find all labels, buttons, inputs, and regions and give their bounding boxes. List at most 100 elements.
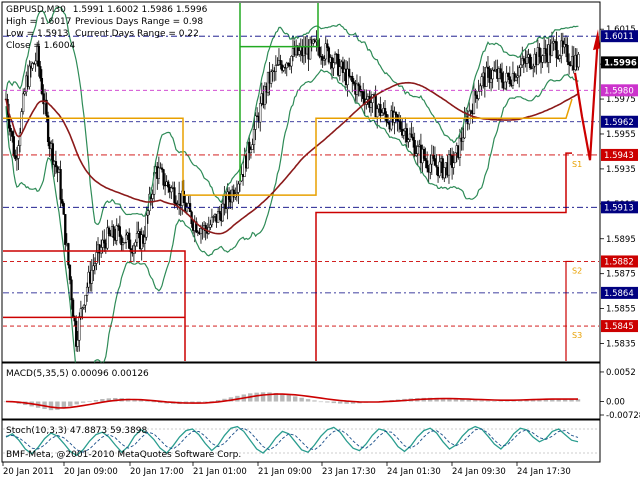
price-level-box [601, 115, 638, 128]
projection-arrow [573, 36, 600, 161]
macd-hist-bar [434, 397, 439, 402]
candle-body [410, 133, 413, 138]
candle-body [120, 236, 123, 246]
candle-body [232, 189, 235, 198]
candle-body [118, 226, 122, 237]
time-tick-label: 23 Jan 17:30 [322, 467, 376, 477]
candle-body [93, 263, 97, 267]
candle-body [461, 137, 465, 142]
copyright-text: BMF-Meta, @2001-2010 MetaQuotes Software… [6, 450, 241, 460]
candle-body [452, 162, 455, 168]
candle-body [212, 216, 215, 218]
candle-body [369, 102, 373, 108]
candle-body [532, 65, 535, 69]
time-tick-label: 20 Jan 2011 [3, 467, 54, 477]
candle-body [486, 66, 490, 69]
info-line-2-left: Low = 1.5913 [6, 29, 68, 39]
macd-panel [1, 362, 601, 420]
candle-body [121, 242, 125, 246]
candle-body [402, 130, 405, 136]
candle-body [528, 54, 532, 69]
price-level-label: 1.5882 [604, 257, 634, 267]
candle-body [357, 83, 360, 87]
macd-hist-bar [318, 401, 324, 403]
candle-body [522, 58, 525, 62]
macd-hist-bar [48, 401, 54, 411]
info-line-2-right: Current Days Range = 0.22 [75, 29, 199, 39]
candle-body [479, 85, 482, 92]
price-level-box [601, 84, 638, 97]
candle-body [226, 191, 229, 209]
candle-body [81, 307, 84, 309]
main-plot-layer: S1 S2 S3 [3, 3, 600, 404]
macd-hist-bar [479, 400, 484, 402]
price-tick-label: 1.5835 [606, 340, 636, 350]
candle-body [18, 132, 22, 146]
candle-body [393, 112, 396, 123]
candle-body [358, 85, 362, 92]
candle-body [521, 58, 524, 66]
candle-body [107, 227, 111, 234]
candle-body [40, 78, 44, 94]
pivot-tag-label: S3 [572, 331, 582, 340]
price-axis: 1.60151.59951.59751.59551.59351.59151.58… [600, 25, 638, 350]
candle-body [324, 43, 327, 60]
candle-body [71, 299, 75, 317]
candle-body [20, 111, 23, 134]
candle-body [146, 210, 150, 216]
candle-body [407, 139, 410, 143]
candle-body [309, 39, 312, 60]
candle-body [348, 68, 351, 77]
candle-body [380, 112, 384, 116]
candle-body [22, 93, 25, 112]
candle-body [525, 57, 529, 64]
candle-body [12, 136, 15, 156]
candle-body [54, 161, 58, 168]
candle-body [321, 56, 324, 61]
time-tick-label: 24 Jan 01:30 [387, 467, 441, 477]
price-level-box [601, 30, 638, 43]
candle-body [327, 47, 331, 63]
macd-hist-bar [350, 401, 356, 404]
candle-body [128, 232, 131, 249]
candle-body [68, 264, 72, 281]
candle-body [550, 42, 554, 56]
price-level-label: 1.5864 [604, 289, 634, 299]
projection-arrow-head [593, 29, 600, 51]
candle-body [513, 73, 516, 81]
candle-body [503, 81, 507, 89]
candle-body [160, 167, 164, 170]
candle-body [78, 316, 81, 341]
candle-body [209, 224, 212, 228]
info-line-3-left: Close = 1.6004 [6, 41, 76, 51]
macd-hist-bar [267, 392, 272, 402]
candle-body [145, 214, 148, 238]
candle-body [491, 69, 494, 80]
time-axis: 20 Jan 2011 20 Jan 09:00 20 Jan 17:00 21 Ja… [2, 462, 571, 477]
candle-body [199, 228, 203, 235]
range-line-orange [3, 98, 573, 196]
candle-body [477, 91, 480, 99]
candle-body [39, 66, 42, 79]
candle-body [90, 269, 93, 284]
macd-hist-bar [55, 401, 60, 410]
range-line-green [239, 3, 319, 182]
macd-hist-bar [138, 400, 144, 402]
candle-body [274, 65, 277, 72]
candle-body [218, 211, 221, 214]
macd-hist-bar [209, 401, 214, 402]
time-tick-label: 21 Jan 01:00 [193, 467, 247, 477]
macd-hist-bar [93, 400, 99, 402]
candle-body [447, 154, 451, 176]
candle-body [507, 72, 510, 77]
candle-body [195, 221, 198, 233]
price-tick-label: 1.5975 [606, 95, 636, 105]
candle-body [75, 320, 78, 347]
candle-body [397, 120, 401, 122]
candle-body [46, 115, 50, 143]
price-level-box [601, 201, 638, 214]
stoch-main-line [5, 425, 579, 457]
candle-body [499, 68, 502, 74]
